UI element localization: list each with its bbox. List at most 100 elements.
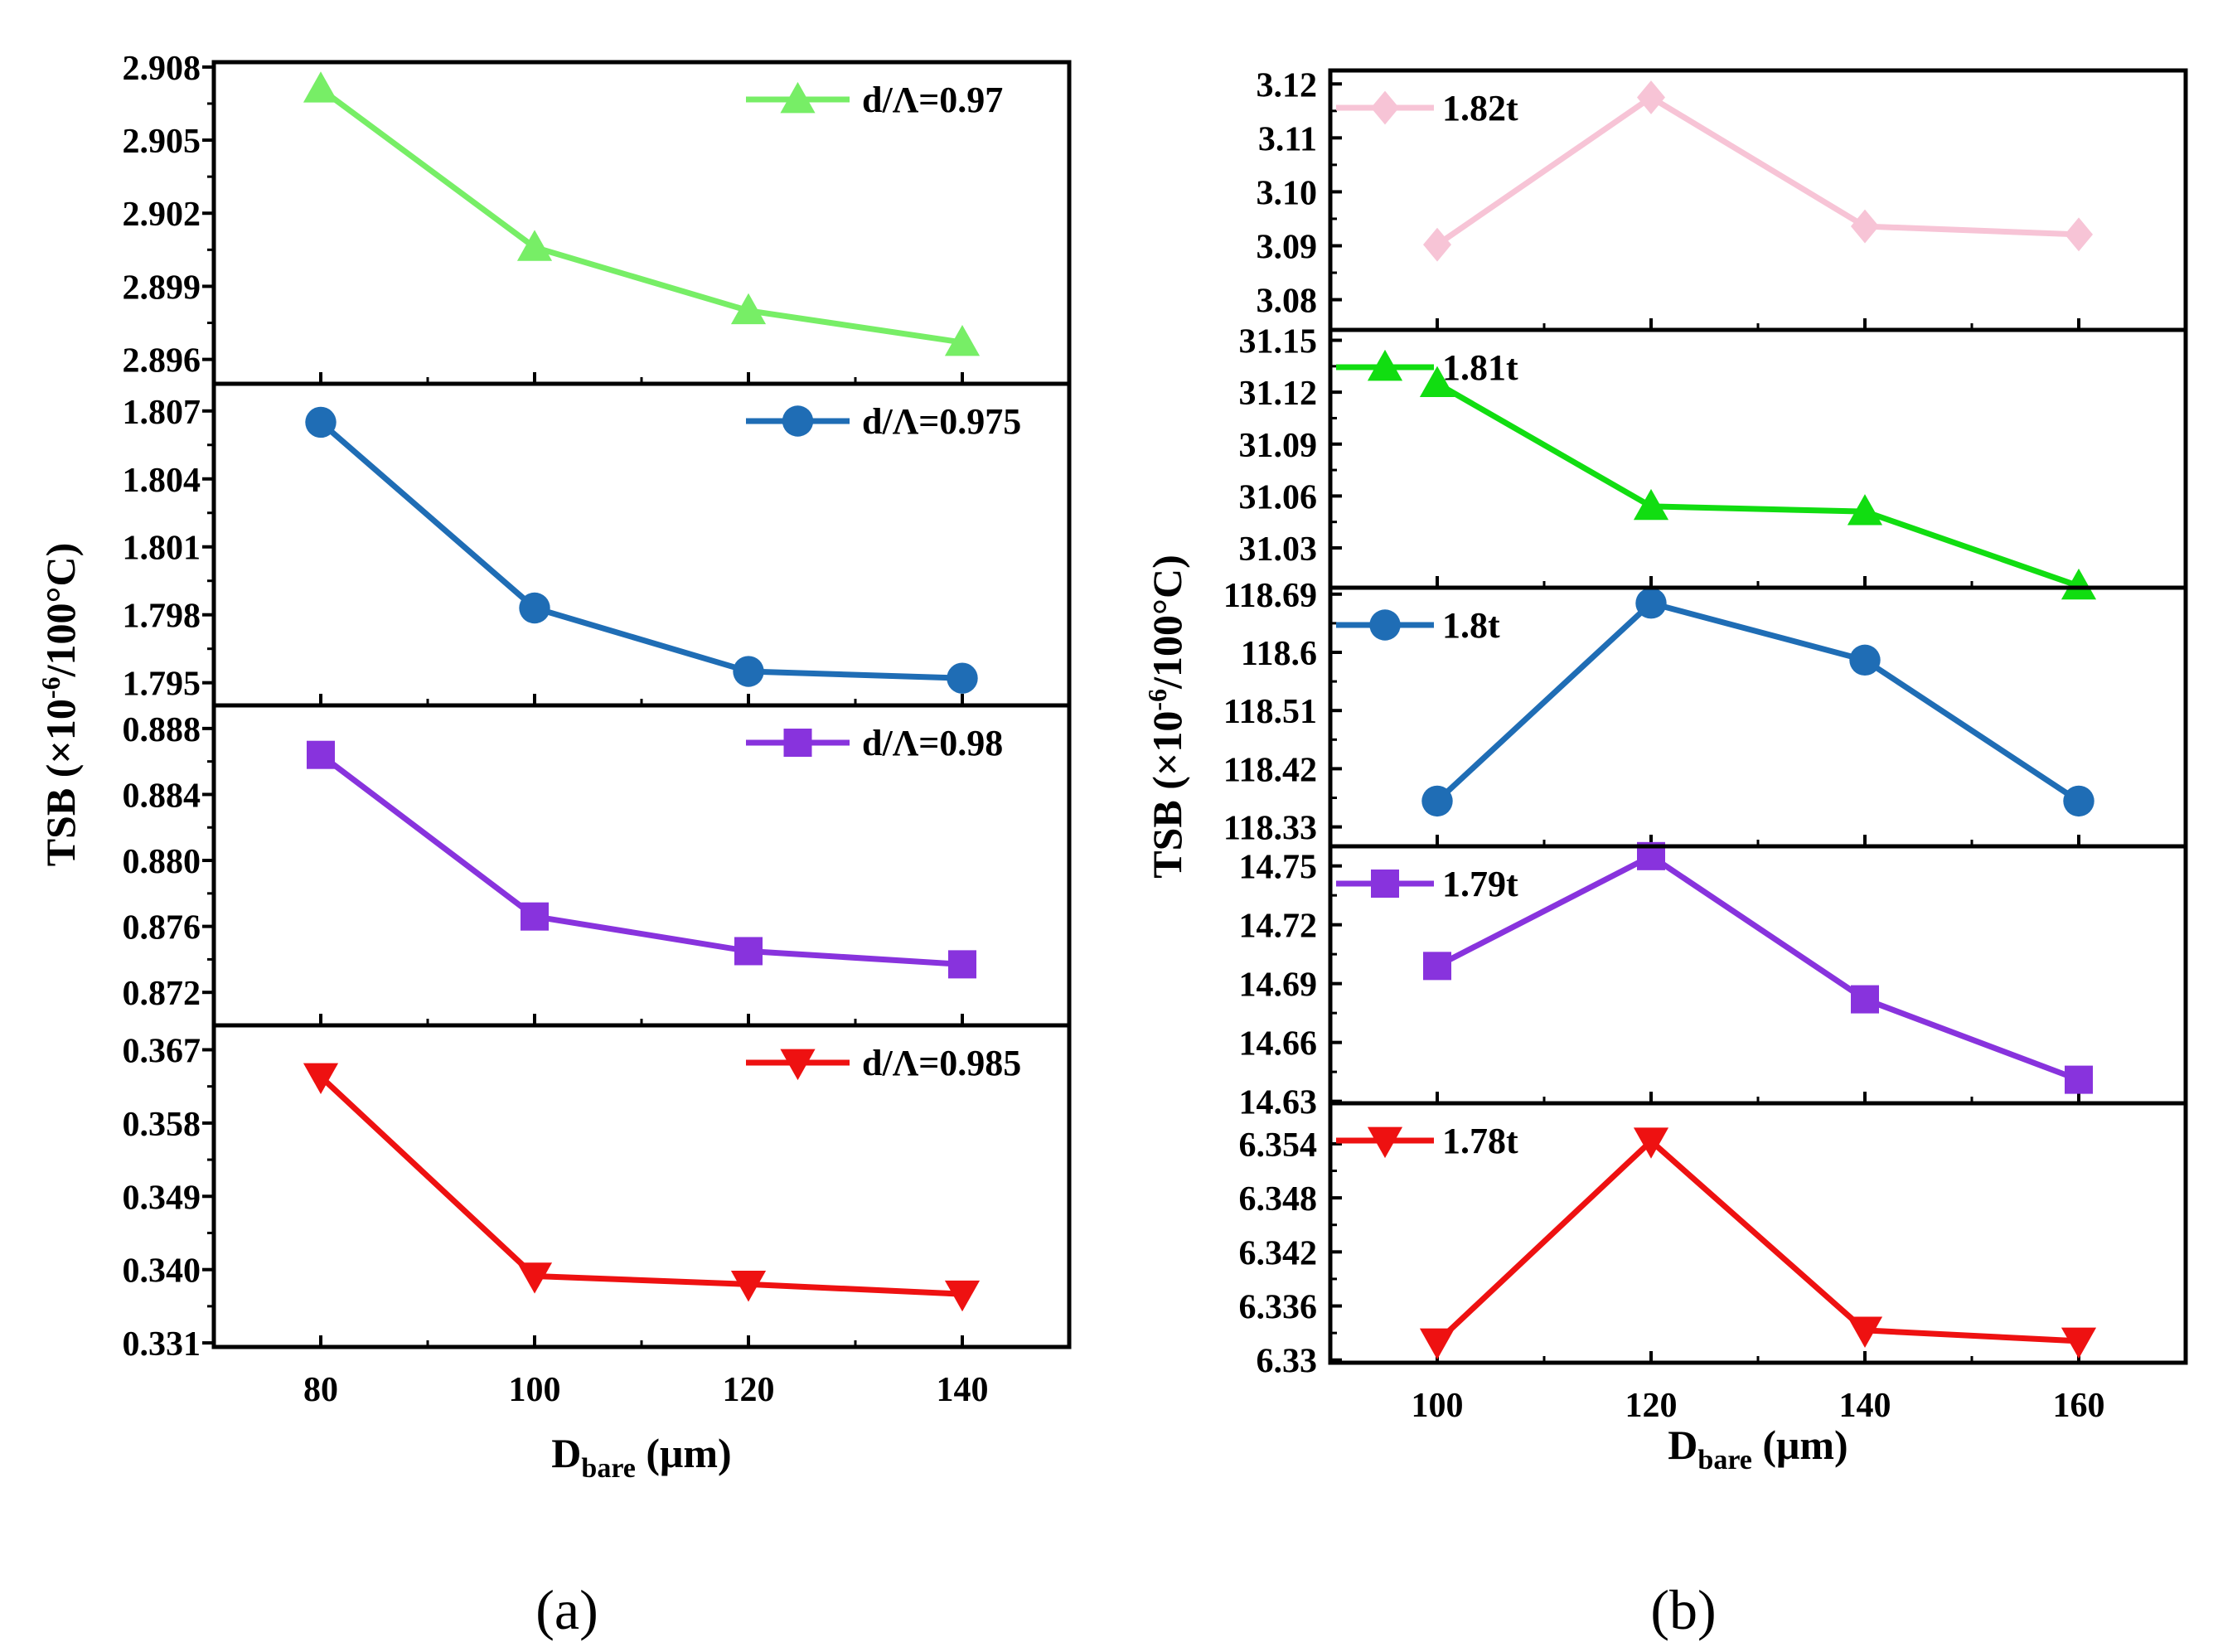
y-tick-label: 6.342 [1239, 1234, 1318, 1272]
y-tick-label: 0.358 [123, 1106, 201, 1144]
y-tick-label: 118.51 [1223, 693, 1317, 731]
series-line-b-1 [1436, 94, 2080, 248]
y-tick-label: 31.03 [1239, 530, 1318, 569]
legend-label: 1.82t [1442, 88, 1518, 128]
data-point [2063, 785, 2095, 817]
data-point [944, 1280, 981, 1312]
legend-marker [782, 405, 814, 437]
x-tick-label: 160 [2053, 1387, 2105, 1425]
series-line-b-2 [1436, 380, 2080, 589]
panel-b-3: 118.69 118.6 118.51 118.42 118.33 1.8t [1223, 577, 2188, 849]
y-tick-label: 14.66 [1239, 1025, 1318, 1063]
data-point [948, 950, 976, 979]
y-tick-label: 31.09 [1239, 427, 1318, 465]
y-tick-label: 1.801 [123, 530, 201, 568]
y-tick-label: 14.69 [1239, 966, 1318, 1005]
y-axis-title: TSB (×10-6/100°C) [36, 543, 84, 866]
panel-b-1: 3.12 3.11 3.10 3.09 3.08 1.82t [1257, 66, 2188, 332]
y-tick-label: 0.884 [123, 777, 201, 815]
legend-marker [1371, 870, 1399, 898]
data-point [303, 1063, 339, 1094]
series-line-b-4 [1436, 853, 2080, 1083]
data-point [1847, 1316, 1883, 1348]
y-tick-label: 0.880 [123, 843, 201, 881]
panel-b-2: 31.15 31.12 31.09 31.06 31.03 1.81t [1239, 323, 2188, 600]
data-point [519, 592, 550, 624]
y-tick-label: 0.349 [123, 1179, 201, 1217]
data-point [1423, 227, 1451, 262]
y-tick-label: 1.795 [123, 666, 201, 704]
x-tick-label: 140 [1839, 1387, 1891, 1425]
y-tick-label: 31.06 [1239, 478, 1318, 516]
panel-a-2: 1.807 1.804 1.801 1.798 1.795 d/Λ=0.975 [123, 381, 1072, 708]
x-tick-label: 120 [723, 1371, 775, 1409]
data-point [2061, 568, 2097, 600]
series-line-a-1 [318, 86, 963, 346]
y-tick-label: 0.340 [123, 1252, 201, 1291]
x-tick-label: 140 [937, 1371, 989, 1409]
y-tick-label: 14.72 [1239, 908, 1318, 946]
legend-marker [1367, 349, 1403, 381]
legend-label: 1.8t [1442, 605, 1500, 646]
panel-caption: (b) [1650, 1578, 1716, 1641]
data-point [1849, 644, 1881, 676]
y-tick-label: 2.908 [123, 50, 201, 88]
data-point [730, 1271, 767, 1302]
data-point [1635, 588, 1667, 619]
y-tick-label: 14.75 [1239, 849, 1318, 887]
chart-b: 3.12 3.11 3.10 3.09 3.08 1.82t 31.15 31.12 31.09… [1142, 66, 2188, 1641]
y-tick-label: 0.876 [123, 909, 201, 947]
legend-label: d/Λ=0.985 [862, 1043, 1021, 1083]
data-point [2065, 1065, 2093, 1094]
panel-a-4: 0.367 0.358 0.349 0.340 0.331 d/Λ=0.985 [123, 1023, 1072, 1364]
y-tick-label: 2.896 [123, 342, 201, 380]
series-line-a-2 [318, 419, 963, 681]
y-tick-label: 1.807 [123, 394, 201, 432]
x-axis-title: Dbare (μm) [551, 1430, 731, 1484]
data-point [1847, 494, 1883, 526]
panel-frame [211, 1023, 1072, 1349]
legend-label: 1.81t [1442, 347, 1518, 388]
panel-caption: (a) [535, 1578, 598, 1641]
x-axis-title: Dbare (μm) [1668, 1422, 1848, 1475]
legend-marker [1367, 1126, 1403, 1159]
y-axis-title: TSB (×10-6/100°C) [1142, 555, 1190, 878]
y-tick-label: 14.63 [1239, 1084, 1318, 1122]
data-point [2065, 217, 2093, 252]
y-tick-label: 0.872 [123, 975, 201, 1013]
data-point [1421, 785, 1453, 817]
data-point [1633, 1127, 1669, 1159]
panel-b-5: 6.354 6.348 6.342 6.336 6.33 1.78t [1239, 1101, 2188, 1381]
data-point [1637, 80, 1665, 114]
y-tick-label: 3.12 [1257, 66, 1318, 104]
data-point [730, 293, 767, 325]
data-point [1851, 985, 1879, 1014]
data-point [303, 71, 339, 103]
data-point [1423, 952, 1451, 981]
data-point [947, 662, 978, 694]
series-line-b-5 [1435, 1138, 2080, 1344]
y-tick-label: 31.15 [1239, 323, 1318, 361]
legend-marker [1369, 609, 1401, 641]
data-point [734, 937, 763, 966]
y-tick-label: 0.888 [123, 711, 201, 749]
panel-a-3: 0.888 0.884 0.880 0.876 0.872 d/Λ=0.98 [123, 703, 1072, 1028]
legend-label: 1.78t [1442, 1121, 1518, 1161]
y-tick-label: 118.33 [1223, 810, 1317, 848]
x-tick-label: 120 [1625, 1387, 1678, 1425]
data-point [516, 1262, 553, 1294]
legend-label: 1.79t [1442, 864, 1518, 904]
y-tick-label: 118.69 [1223, 577, 1317, 615]
y-tick-label: 6.336 [1239, 1289, 1318, 1327]
y-tick-label: 6.33 [1257, 1343, 1318, 1381]
data-point [1419, 366, 1455, 398]
legend-marker [780, 1049, 816, 1081]
y-tick-label: 2.899 [123, 269, 201, 307]
y-tick-label: 3.11 [1258, 120, 1317, 158]
y-tick-label: 0.331 [123, 1325, 201, 1364]
data-point [521, 902, 549, 931]
data-point [733, 656, 764, 687]
legend-label: d/Λ=0.98 [862, 723, 1003, 763]
y-tick-label: 31.12 [1239, 375, 1318, 413]
